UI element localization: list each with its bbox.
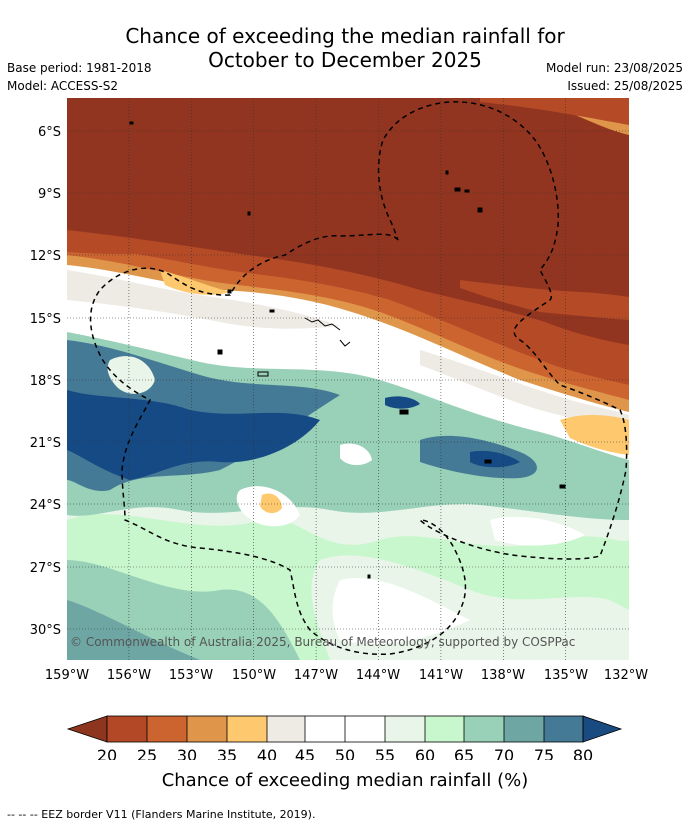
lon-label-147w: 147°W: [294, 668, 338, 683]
field-wet-spot-light: [107, 356, 155, 394]
colorbar-tick-45: 45: [295, 746, 315, 760]
lon-label-132w: 132°W: [604, 668, 648, 683]
field-se-white-patch: [490, 516, 585, 546]
title-line-2: October to December 2025: [208, 48, 482, 72]
lat-label-9s: 9°S: [38, 187, 61, 202]
field-mid-white: [340, 443, 372, 466]
field-east-25: [460, 280, 629, 320]
field-dry-spot-40: [260, 493, 282, 514]
lat-label-24s: 24°S: [30, 498, 61, 513]
lat-label-27s: 27°S: [30, 561, 61, 576]
rainfall-map: © Commonwealth of Australia 2025, Bureau…: [30, 98, 648, 760]
field-east-85: [470, 450, 520, 468]
colorbar-bin-30-35: [187, 716, 227, 742]
colorbar-tick-25: 25: [137, 746, 157, 760]
lon-label-135w: 135°W: [544, 668, 588, 683]
lon-label-153w: 153°W: [169, 668, 213, 683]
lon-label-141w: 141°W: [419, 668, 463, 683]
lon-label-138w: 138°W: [481, 668, 525, 683]
lon-labels: 159°W 156°W 153°W 150°W 147°W 144°W 141°…: [45, 668, 648, 683]
model-text: Model: ACCESS-S2: [7, 79, 119, 93]
lat-label-6s: 6°S: [38, 125, 61, 140]
colorbar-arrow-high: [582, 715, 623, 743]
colorbar-tick-65: 65: [454, 746, 474, 760]
colorbar-bin-75-80: [544, 716, 583, 742]
field-east-40: [560, 415, 629, 455]
colorbar-tick-70: 70: [494, 746, 514, 760]
colorbar-bin-65-70: [464, 716, 504, 742]
issued-text: Issued: 25/08/2025: [567, 79, 683, 93]
lat-label-21s: 21°S: [30, 436, 61, 451]
land-outlines: [129, 121, 566, 579]
meta-left: Base period: 1981-2018 Model: ACCESS-S2: [7, 59, 152, 95]
lat-label-30s: 30°S: [30, 623, 61, 638]
field-west-25: [67, 235, 200, 255]
field-dry-20: [67, 98, 629, 345]
colorbar-tick-40: 40: [257, 746, 277, 760]
colorbar-bin-45-50: [305, 716, 345, 742]
model-run-text: Model run: 23/08/2025: [545, 61, 683, 75]
colorbar-tick-30: 30: [177, 746, 197, 760]
lat-label-15s: 15°S: [30, 312, 61, 327]
title-line-1: Chance of exceeding the median rainfall …: [125, 24, 565, 48]
gridlines: [67, 98, 629, 660]
map-title: Chance of exceeding the median rainfall …: [0, 24, 690, 72]
colorbar-tick-75: 75: [534, 746, 554, 760]
colorbar-tick-60: 60: [415, 746, 435, 760]
colorbar-bin-40-45: [267, 716, 305, 742]
eez-borders: [89, 101, 628, 656]
eez-footnote: -- -- -- EEZ border V11 (Flanders Marine…: [7, 808, 316, 821]
colorbar-tick-80: 80: [573, 746, 593, 760]
colorbar-bin-60-65: [425, 716, 464, 742]
lat-label-18s: 18°S: [30, 374, 61, 389]
lon-label-159w: 159°W: [45, 668, 89, 683]
meta-right: Model run: 23/08/2025 Issued: 25/08/2025: [546, 59, 683, 95]
copyright-text: © Commonwealth of Australia 2025, Bureau…: [70, 635, 575, 649]
field-transition-grey: [67, 270, 340, 329]
field-west-40: [160, 270, 230, 295]
lon-label-144w: 144°W: [356, 668, 400, 683]
base-period-text: Base period: 1981-2018: [7, 61, 152, 75]
field-east-core: [385, 396, 420, 409]
field-se-white: [332, 578, 470, 644]
colorbar-bin-70-75: [504, 716, 544, 742]
colorbar-tick-35: 35: [217, 746, 237, 760]
field-transition-grey-e: [420, 350, 629, 430]
colorbar-bin-35-40: [227, 716, 267, 742]
colorbar-tick-55: 55: [375, 746, 395, 760]
lat-labels: 6°S 9°S 12°S 15°S 18°S 21°S 24°S 27°S 30…: [30, 125, 61, 638]
colorbar-arrow-low: [66, 715, 108, 743]
colorbar: 20 25 30 35 40 45 50 55 60 65 70 75 80: [66, 715, 623, 760]
lon-label-150w: 150°W: [232, 668, 276, 683]
map-field: [67, 98, 629, 660]
lon-label-156w: 156°W: [107, 668, 151, 683]
field-sw-75: [67, 600, 200, 660]
colorbar-bin-25-30: [147, 716, 187, 742]
field-ne-25: [480, 98, 629, 125]
colorbar-tick-20: 20: [97, 746, 117, 760]
field-core-85: [67, 390, 320, 480]
colorbar-label: Chance of exceeding median rainfall (%): [161, 770, 529, 791]
lat-label-12s: 12°S: [30, 249, 61, 264]
colorbar-tick-50: 50: [335, 746, 355, 760]
colorbar-bin-55-60: [385, 716, 425, 742]
colorbar-bin-20-25: [107, 716, 147, 742]
colorbar-bin-50-55: [345, 716, 385, 742]
